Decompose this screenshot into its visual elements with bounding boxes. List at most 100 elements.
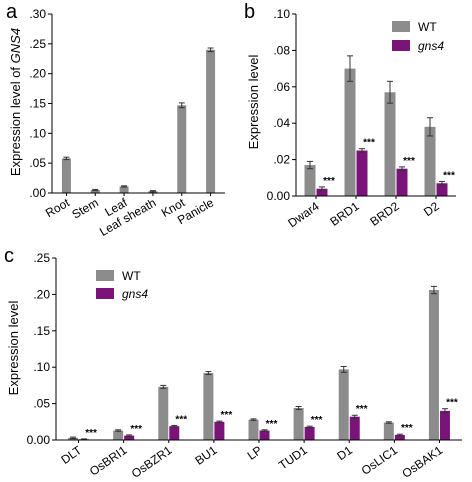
error-bar xyxy=(307,160,313,170)
panel-c: c Expression level 0.00 .05 .10 .15 .20 .25 *… xyxy=(4,245,462,481)
error-bar xyxy=(441,408,448,414)
bar-value-leaf xyxy=(119,186,129,193)
bar-value-stem xyxy=(90,190,100,193)
error-bar xyxy=(387,80,393,104)
panel-c-legend-wt-swatch xyxy=(96,270,114,281)
error-bar xyxy=(205,371,212,375)
panel-b-label: b xyxy=(244,1,255,23)
error-bar xyxy=(63,156,70,161)
error-bar xyxy=(121,185,128,188)
x-tick-label: OsLIC1 xyxy=(359,443,401,478)
bar-gns4-osbzr1 xyxy=(169,426,180,440)
error-bar xyxy=(250,418,257,421)
error-bar xyxy=(439,180,445,186)
error-bar xyxy=(347,55,353,82)
error-bar xyxy=(319,186,325,192)
bar-wt-tud1 xyxy=(293,407,304,440)
bar-wt-lp xyxy=(248,419,259,440)
y-tick-label: .10 xyxy=(273,7,290,21)
error-bar xyxy=(261,429,268,432)
error-bar xyxy=(295,406,302,410)
x-tick-label: BRD2 xyxy=(367,199,402,229)
panel-b-ylabel: Expression level xyxy=(246,55,261,150)
error-bar xyxy=(427,117,433,137)
y-tick-label: .20 xyxy=(33,287,50,301)
y-tick-label: .00 xyxy=(29,186,46,200)
error-bar xyxy=(160,384,167,389)
significance-label: *** xyxy=(221,410,233,421)
bar-gns4-d1 xyxy=(349,416,360,440)
significance-label: *** xyxy=(130,424,142,435)
error-bar xyxy=(92,188,99,192)
y-tick-label: 0.00 xyxy=(267,189,291,203)
panel-b-legend-gns4-swatch xyxy=(392,40,410,51)
panel-a-label: a xyxy=(6,1,18,23)
bar-gns4-oslic1 xyxy=(394,434,405,440)
y-tick-label: .05 xyxy=(29,156,46,170)
significance-label: *** xyxy=(323,176,335,187)
error-bar xyxy=(430,285,437,295)
significance-label: *** xyxy=(403,156,415,167)
x-tick-label: OsBZR1 xyxy=(129,443,175,481)
bar-value-panicle xyxy=(206,49,216,193)
panel-b-legend-gns4: gns4 xyxy=(418,39,444,53)
error-bar xyxy=(126,434,133,437)
bar-gns4-brd1 xyxy=(356,150,368,196)
error-bar xyxy=(149,190,156,193)
y-tick-label: .06 xyxy=(273,80,290,94)
significance-label: *** xyxy=(85,428,97,439)
significance-label: *** xyxy=(401,423,413,434)
y-tick-label: .10 xyxy=(33,360,50,374)
error-bar xyxy=(178,102,185,109)
significance-label: *** xyxy=(266,419,278,430)
bar-gns4-bu1 xyxy=(214,421,225,440)
bar-wt-dwar4 xyxy=(304,165,316,196)
x-tick-label: D1 xyxy=(334,443,355,463)
bar-wt-osbri1 xyxy=(113,430,124,440)
y-tick-label: .15 xyxy=(29,97,46,111)
bar-value-knot xyxy=(177,105,187,193)
bar-gns4-brd2 xyxy=(396,168,408,196)
y-tick-label: .02 xyxy=(273,153,290,167)
x-tick-label: Stem xyxy=(69,195,100,221)
x-tick-label: BRD1 xyxy=(327,199,362,229)
y-tick-label: .30 xyxy=(29,7,46,21)
y-tick-label: .10 xyxy=(29,126,46,140)
error-bar xyxy=(351,414,358,419)
x-tick-label: Dwar4 xyxy=(285,199,322,231)
y-tick-label: .25 xyxy=(33,251,50,265)
panel-a-ylabel: Expression level of GNS4 xyxy=(8,28,23,176)
bar-wt-osbzr1 xyxy=(158,386,169,440)
y-tick-label: .20 xyxy=(29,67,46,81)
y-tick-label: .08 xyxy=(273,43,290,57)
panel-b: b Expression level 0.00 .02 .04 .06 .08 .10 *… xyxy=(244,1,456,230)
y-tick-label: 0.00 xyxy=(27,433,51,447)
y-tick-label: .05 xyxy=(33,397,50,411)
panel-a-y-axis: .00 .05 .10 .15 .20 .25 .30 xyxy=(29,7,53,200)
panel-a-bars xyxy=(61,47,216,193)
x-tick-label: Root xyxy=(43,195,73,220)
panel-c-legend-gns4-swatch xyxy=(96,288,114,299)
x-tick-label: DLT xyxy=(58,443,84,467)
bar-wt-osbak1 xyxy=(428,290,439,440)
x-tick-label: Leaf sheath xyxy=(97,195,158,238)
panel-a-ylabel-prefix: Expression level of xyxy=(8,63,23,176)
panel-b-legend-wt: WT xyxy=(418,20,437,34)
error-bar xyxy=(385,421,392,424)
y-tick-label: .25 xyxy=(29,37,46,51)
bar-wt-bu1 xyxy=(203,373,214,440)
error-bar xyxy=(171,424,178,428)
panel-b-legend: WT gns4 xyxy=(392,20,444,53)
panel-a-ylabel-gene: GNS4 xyxy=(8,28,23,63)
significance-label: *** xyxy=(363,138,375,149)
y-tick-label: .04 xyxy=(273,116,290,130)
bar-gns4-lp xyxy=(259,430,270,440)
panel-a: a Expression level of GNS4 .00 .05 .10 .15.… xyxy=(6,1,225,239)
bar-gns4-osbak1 xyxy=(439,410,450,440)
significance-label: *** xyxy=(175,414,187,425)
panel-c-x-axis: DLT OsBRI1 OsBZR1 BU1 LP TUD1 D1 OsLIC1 OsBAK1 xyxy=(56,439,462,481)
x-tick-label: OsBRI1 xyxy=(87,443,130,479)
panel-c-legend: WT gns4 xyxy=(96,269,148,301)
bar-gns4-osbri1 xyxy=(124,435,135,440)
